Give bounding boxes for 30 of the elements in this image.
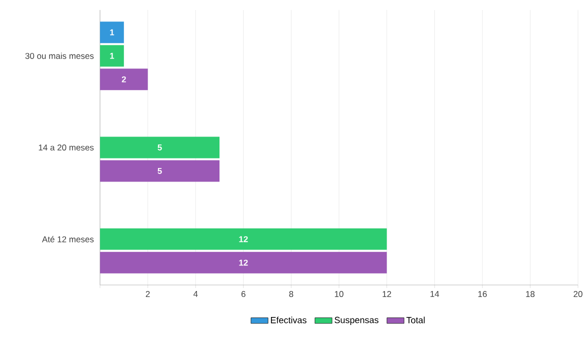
data-label: 1 <box>110 29 114 36</box>
x-tick-label: 6 <box>241 291 246 298</box>
x-tick-label: 16 <box>478 291 487 298</box>
legend-label: Efectivas <box>270 316 306 324</box>
y-tick-label: 30 ou mais meses <box>25 52 94 59</box>
x-tick-label: 8 <box>289 291 294 298</box>
y-tick-label: 14 a 20 meses <box>38 144 94 150</box>
x-tick-label: 14 <box>430 291 440 297</box>
bar <box>100 252 387 274</box>
data-label: 5 <box>158 144 162 150</box>
data-label: 12 <box>239 236 248 242</box>
bar <box>100 45 124 67</box>
data-label: 2 <box>122 76 126 82</box>
x-tick-label: 20 <box>574 291 582 298</box>
legend-label: Total <box>406 316 425 324</box>
x-tick-label: 2 <box>146 291 150 297</box>
x-tick-label: 4 <box>193 291 198 297</box>
data-label: 1 <box>110 52 114 59</box>
data-label: 12 <box>239 260 248 266</box>
y-tick-label: Até 12 meses <box>42 236 94 242</box>
data-label: 5 <box>158 168 162 174</box>
bar <box>100 68 148 90</box>
bar <box>100 228 387 250</box>
x-tick-label: 18 <box>526 291 535 298</box>
bar <box>100 22 124 44</box>
x-tick-label: 10 <box>334 291 344 298</box>
x-tick-label: 12 <box>382 291 392 297</box>
bar <box>100 136 220 158</box>
bar <box>100 160 220 182</box>
legend-label: Suspensas <box>334 316 378 325</box>
